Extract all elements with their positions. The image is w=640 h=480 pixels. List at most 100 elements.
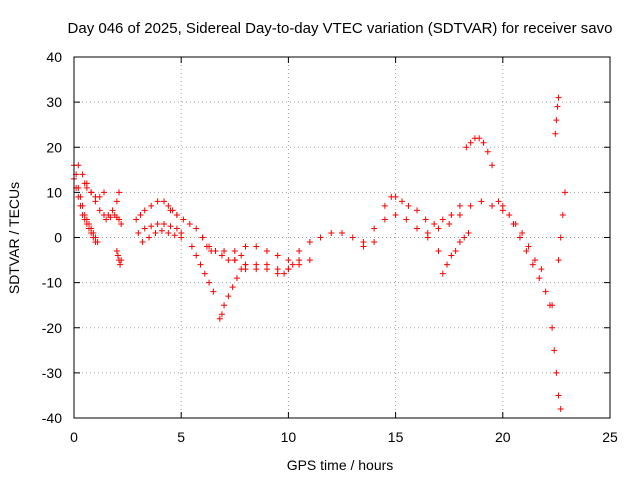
data-point: [178, 234, 185, 241]
data-points: [71, 94, 568, 412]
data-point: [193, 225, 200, 232]
data-point: [221, 248, 228, 255]
x-tick-label: 5: [177, 429, 185, 445]
data-point: [542, 288, 549, 295]
series-track-k: [188, 243, 217, 295]
data-point: [274, 252, 281, 259]
data-point: [96, 207, 103, 214]
data-point: [117, 261, 124, 268]
data-point: [154, 198, 161, 205]
data-point: [253, 266, 260, 273]
x-axis-label: GPS time / hours: [287, 457, 394, 473]
data-point: [289, 261, 296, 268]
data-point: [538, 266, 545, 273]
series-track-aa: [555, 189, 568, 264]
series-track-y: [546, 302, 564, 412]
data-point: [285, 257, 292, 264]
data-point: [154, 220, 161, 227]
data-point: [146, 234, 153, 241]
data-point: [553, 369, 560, 376]
data-point: [188, 243, 195, 250]
data-point: [86, 225, 93, 232]
data-point: [79, 211, 86, 218]
data-point: [75, 162, 82, 169]
data-point: [296, 261, 303, 268]
data-point: [461, 234, 468, 241]
y-tick-label: -10: [42, 275, 62, 291]
data-point: [216, 315, 223, 322]
data-point: [495, 198, 502, 205]
data-point: [484, 148, 491, 155]
data-point: [285, 266, 292, 273]
data-point: [137, 211, 144, 218]
data-point: [167, 223, 174, 230]
data-point: [529, 261, 536, 268]
series-track-m: [216, 261, 249, 322]
data-point: [116, 189, 123, 196]
data-point: [467, 139, 474, 146]
data-point: [173, 211, 180, 218]
data-point: [371, 225, 378, 232]
data-point: [263, 266, 270, 273]
data-point: [456, 202, 463, 209]
series-track-x: [510, 220, 556, 309]
data-point: [103, 216, 110, 223]
data-point: [158, 227, 165, 234]
data-point: [489, 202, 496, 209]
data-point: [499, 202, 506, 209]
data-point: [109, 207, 116, 214]
data-point: [242, 266, 249, 273]
data-point: [456, 239, 463, 246]
series-track-j: [167, 207, 215, 255]
data-point: [557, 234, 564, 241]
series-track-o: [231, 257, 313, 273]
data-point: [141, 207, 148, 214]
data-point: [218, 252, 225, 259]
data-point: [448, 211, 455, 218]
data-point: [371, 239, 378, 246]
data-point: [392, 211, 399, 218]
data-point: [552, 130, 559, 137]
data-point: [446, 220, 453, 227]
data-point: [186, 220, 193, 227]
data-point: [523, 248, 530, 255]
data-point: [306, 257, 313, 264]
data-point: [118, 257, 125, 264]
data-point: [381, 202, 388, 209]
data-point: [467, 202, 474, 209]
data-point: [489, 162, 496, 169]
data-point: [306, 239, 313, 246]
y-tick-label: 10: [46, 184, 62, 200]
data-point: [392, 193, 399, 200]
data-point: [118, 220, 125, 227]
data-point: [114, 252, 121, 259]
data-point: [452, 248, 459, 255]
data-point: [167, 207, 174, 214]
data-point: [116, 216, 123, 223]
data-point: [546, 302, 553, 309]
series-track-f: [113, 248, 125, 268]
series-track-s: [381, 193, 463, 227]
x-tick-label: 20: [495, 429, 511, 445]
series-track-z: [552, 94, 562, 137]
data-point: [381, 216, 388, 223]
data-point: [161, 198, 168, 205]
data-point: [414, 207, 421, 214]
series-track-q: [296, 229, 378, 255]
data-point: [506, 211, 513, 218]
y-tick-label: 20: [46, 139, 62, 155]
data-point: [173, 225, 180, 232]
y-tick-label: -20: [42, 320, 62, 336]
data-point: [231, 257, 238, 264]
data-point: [444, 261, 451, 268]
series-track-v: [463, 135, 496, 169]
data-point: [317, 234, 324, 241]
data-point: [414, 225, 421, 232]
data-point: [439, 270, 446, 277]
data-point: [148, 202, 155, 209]
data-point: [435, 225, 442, 232]
x-tick-label: 0: [70, 429, 78, 445]
data-point: [480, 139, 487, 146]
data-point: [171, 232, 178, 239]
